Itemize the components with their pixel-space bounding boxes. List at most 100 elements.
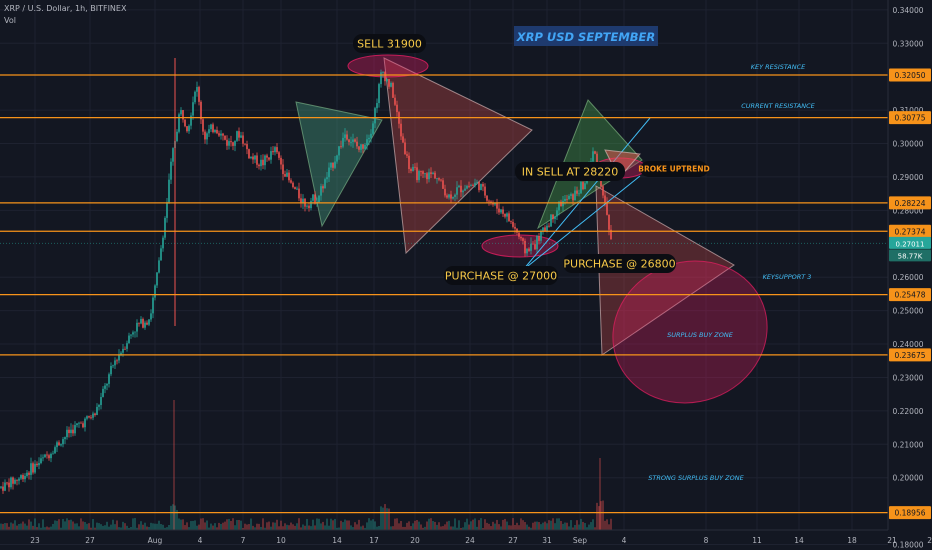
volume-bar	[140, 521, 142, 530]
volume-bar	[552, 518, 554, 530]
volume-bar	[128, 527, 130, 530]
volume-bar	[294, 525, 296, 530]
volume-bar	[222, 522, 224, 530]
volume-bar	[516, 522, 518, 530]
candle-body	[574, 190, 576, 201]
level-annotation: SURPLUS BUY ZONE	[667, 331, 734, 339]
volume-bar	[204, 522, 206, 530]
candle-body	[502, 209, 504, 214]
volume-bar	[168, 524, 170, 530]
candle-body	[22, 475, 24, 480]
candle-body	[364, 145, 366, 149]
volume-bar	[374, 521, 376, 530]
volume-bar	[174, 505, 176, 530]
candle-body	[342, 137, 344, 147]
volume-bar	[494, 523, 496, 530]
volume-bar	[118, 527, 120, 530]
volume-bar	[330, 518, 332, 530]
volume-bar	[160, 524, 162, 530]
candle-body	[592, 151, 594, 162]
volume-bar	[60, 527, 62, 530]
candle-body	[472, 185, 474, 186]
y-tick-label: 0.18000	[892, 541, 923, 550]
volume-bar	[82, 521, 84, 530]
price-level-tag	[889, 224, 931, 238]
candle-body	[212, 124, 214, 133]
candle-body	[44, 454, 46, 458]
volume-bar	[596, 502, 598, 530]
volume-bar	[280, 520, 282, 530]
volume-bar	[108, 526, 110, 530]
candle-body	[576, 190, 578, 194]
candle-body	[418, 171, 420, 181]
candle-body	[134, 331, 136, 333]
chart-title-box	[514, 26, 658, 46]
volume-bar	[526, 524, 528, 530]
in-sell-callout-bg	[515, 162, 625, 181]
volume-bar	[32, 525, 34, 530]
candle-body	[228, 141, 230, 146]
volume-bar	[434, 521, 436, 530]
candle-body	[394, 97, 396, 105]
candle-body	[556, 210, 558, 217]
candle-body	[130, 334, 132, 336]
candle-body	[322, 186, 324, 189]
candle-body	[470, 185, 472, 187]
volume-bar	[446, 521, 448, 530]
volume-bar	[386, 508, 388, 530]
candle-body	[4, 482, 6, 491]
volume-bar	[432, 521, 434, 530]
candle-body	[542, 227, 544, 232]
candle-body	[354, 139, 356, 142]
volume-bar	[408, 521, 410, 530]
candle-body	[512, 221, 514, 227]
candle-body	[396, 104, 398, 113]
volume-bar	[154, 523, 156, 530]
volume-bar	[602, 500, 604, 530]
volume-bar	[452, 526, 454, 530]
volume-bar	[358, 519, 360, 530]
candle-body	[256, 155, 258, 165]
volume-bar	[558, 518, 560, 530]
candle-body	[266, 155, 268, 158]
y-tick-label: 0.28000	[892, 206, 923, 215]
candle-body	[528, 248, 530, 251]
volume-bar	[404, 526, 406, 530]
candle-body	[506, 213, 508, 217]
volume-bar	[8, 526, 10, 530]
candle-body	[176, 131, 178, 142]
price-level-tag-text: 0.27374	[894, 227, 925, 236]
candle-body	[56, 442, 58, 448]
candle-body	[88, 416, 90, 418]
blue-fan-overlay	[296, 102, 382, 226]
volume-bar	[574, 524, 576, 530]
x-tick-label: 23	[30, 536, 40, 545]
candle-body	[100, 396, 102, 405]
candle-body	[336, 155, 338, 162]
candle-body	[284, 174, 286, 177]
candle-body	[570, 194, 572, 196]
volume-bar	[530, 527, 532, 530]
candle-body	[222, 133, 224, 136]
volume-bar	[514, 524, 516, 530]
candle-body	[60, 444, 62, 446]
candle-body	[520, 236, 522, 239]
candle-body	[308, 205, 310, 209]
volume-bar	[426, 521, 428, 530]
purchase-26800-callout: PURCHASE @ 26800	[563, 257, 675, 270]
candle-body	[84, 418, 86, 428]
volume-bar	[444, 524, 446, 530]
candle-body	[214, 129, 216, 133]
price-level-tag	[889, 196, 931, 210]
volume-bar	[68, 520, 70, 530]
candle-body	[242, 135, 244, 144]
candle-body	[582, 182, 584, 190]
volume-bar	[588, 524, 590, 530]
candle-body	[210, 124, 212, 130]
volume-bar	[336, 527, 338, 530]
candle-body	[262, 159, 264, 166]
volume-bar	[62, 518, 64, 530]
candle-body	[460, 185, 462, 193]
volume-bar	[126, 525, 128, 530]
